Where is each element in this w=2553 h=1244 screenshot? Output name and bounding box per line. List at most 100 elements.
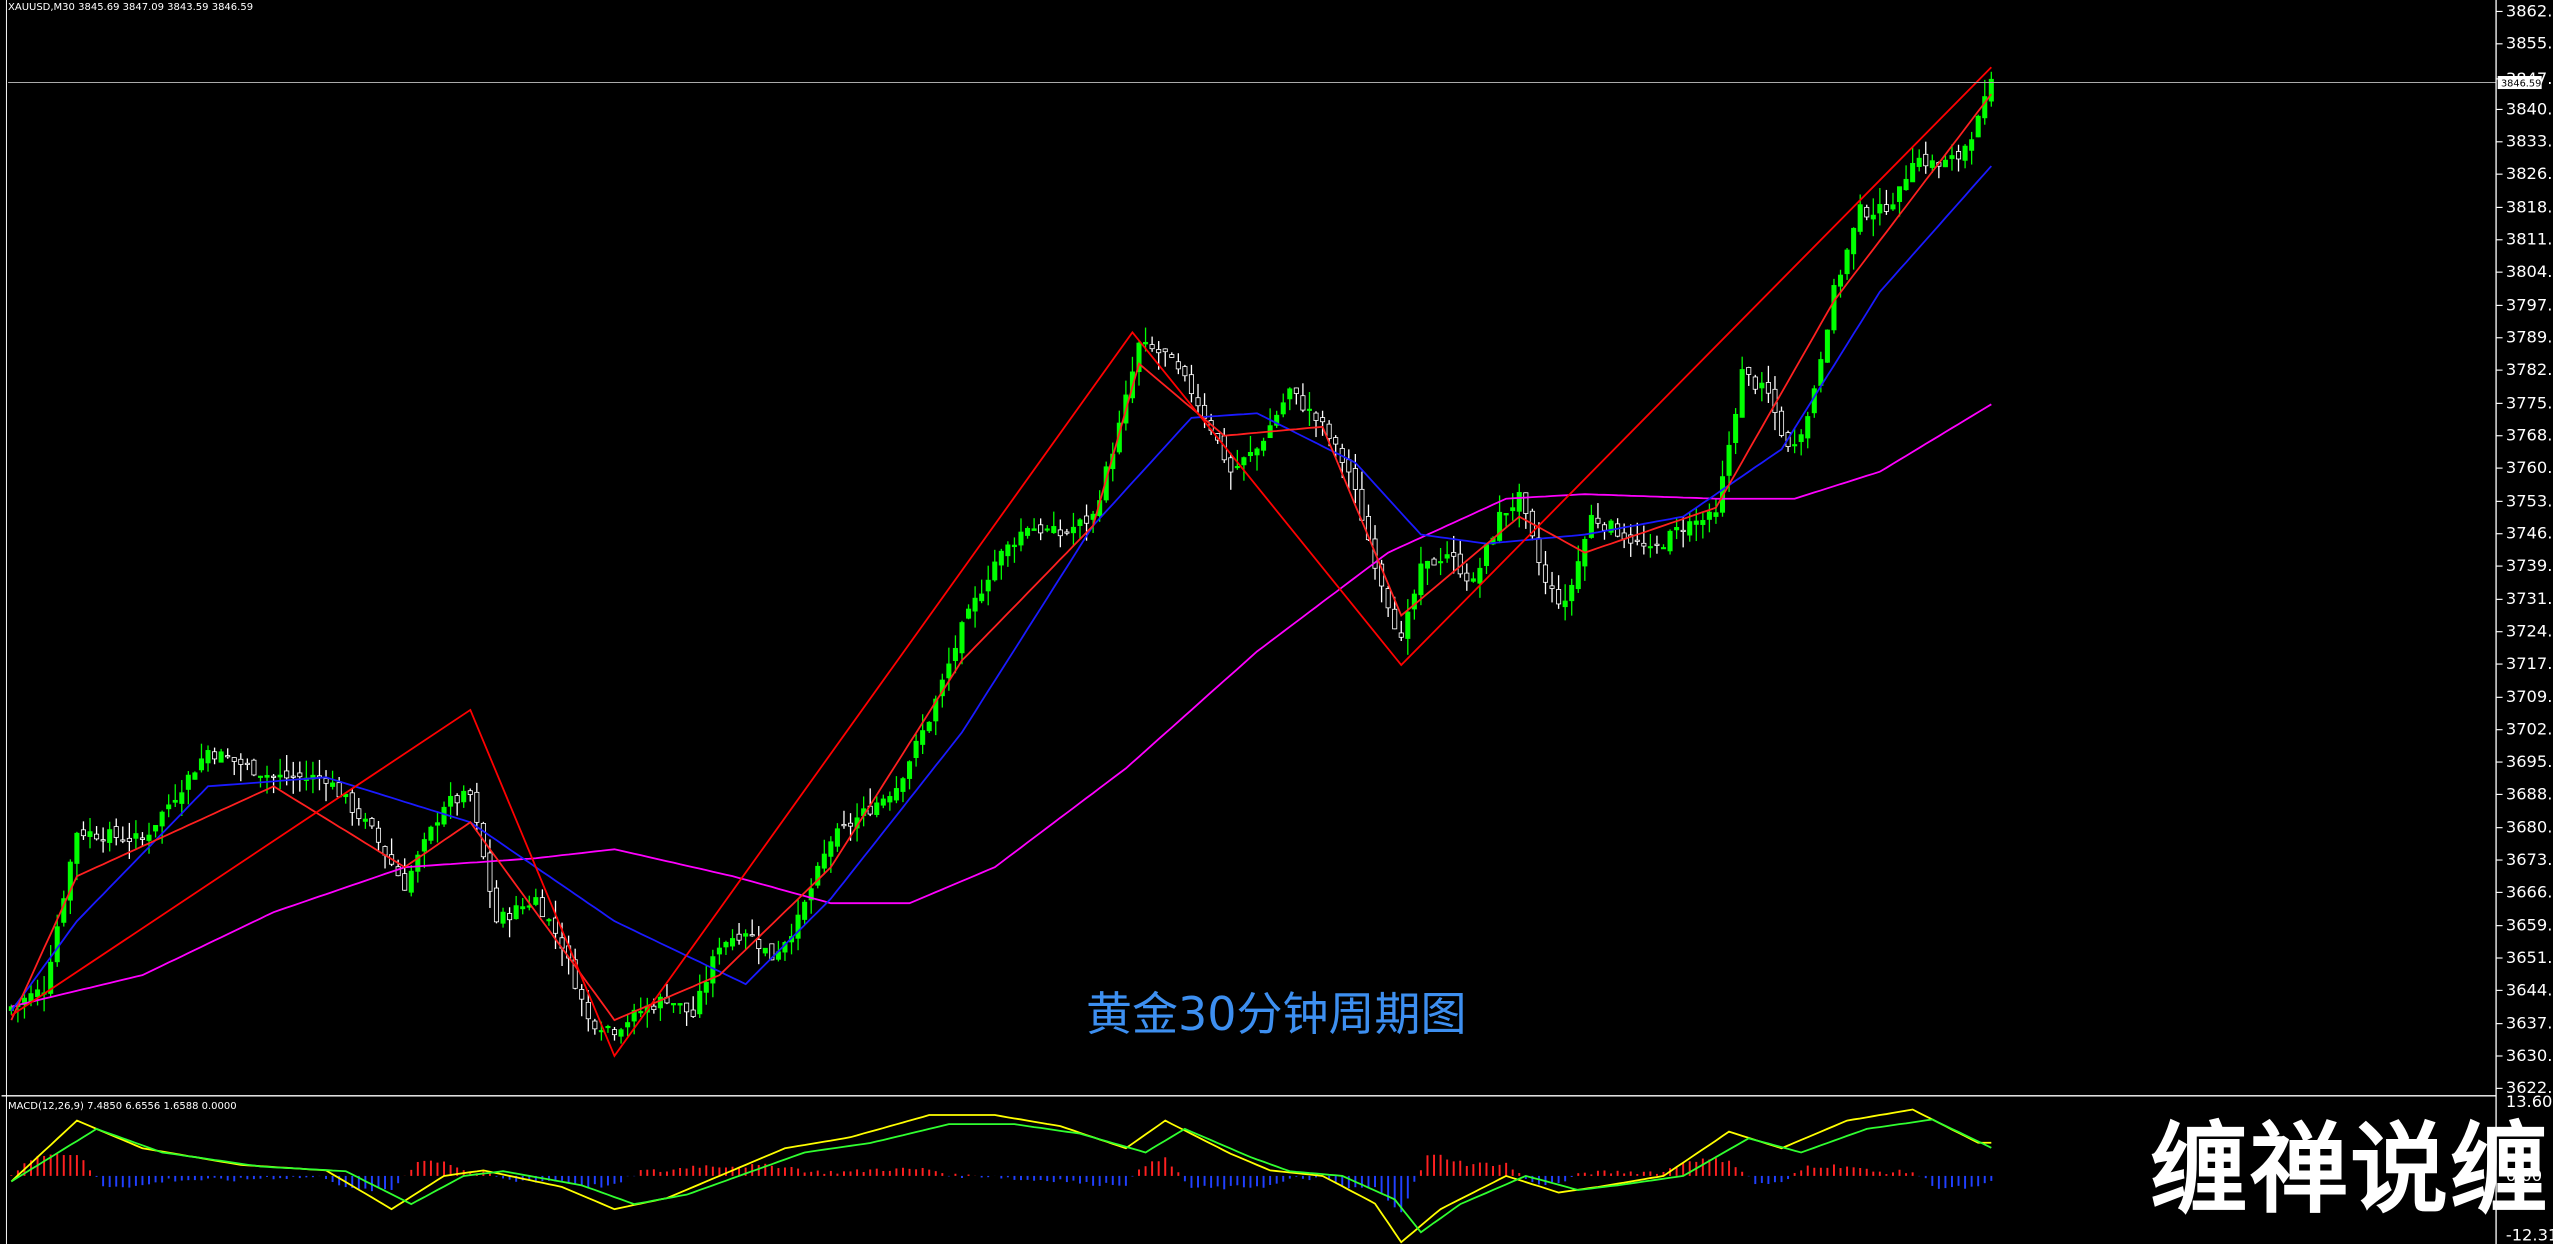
y-tick-label: 3833.40 [2506, 132, 2553, 151]
symbol-header: XAUUSD,M30 3845.69 3847.09 3843.59 3846.… [8, 2, 253, 13]
bear-candle [80, 829, 86, 837]
y-tick-label: 3630.00 [2506, 1046, 2553, 1065]
y-tick-label: 3651.80 [2506, 948, 2553, 967]
chart-caption: 黄金30分钟周期图 [1086, 987, 1467, 1041]
bull-candle [192, 772, 198, 780]
bear-candle [120, 839, 126, 842]
bear-candle [1064, 531, 1070, 534]
bull-candle [461, 790, 467, 803]
bull-candle [729, 938, 736, 947]
bull-candle [185, 774, 191, 790]
bull-candle [1444, 554, 1450, 559]
bull-candle [1051, 526, 1057, 534]
bull-candle [677, 1003, 683, 1006]
bull-candle [1700, 520, 1706, 525]
bull-candle [441, 806, 447, 825]
bull-candle [1405, 611, 1411, 639]
bear-candle [539, 897, 545, 918]
bull-candle [1706, 511, 1712, 520]
macd-tick-label: -12.3161 [2506, 1226, 2553, 1244]
bull-candle [448, 795, 454, 807]
symbol-timeframe: XAUUSD,M30 [8, 2, 75, 13]
bull-candle [1903, 178, 1909, 191]
bear-candle [375, 827, 382, 843]
y-tick-label: 3622.80 [2506, 1078, 2553, 1097]
bear-candle [684, 1002, 690, 1013]
bull-candle [408, 870, 414, 893]
bull-candle [107, 829, 113, 843]
bear-candle [579, 989, 585, 1000]
y-tick-label: 3717.20 [2506, 654, 2553, 673]
bull-candle [1851, 227, 1857, 255]
bear-candle [1536, 537, 1542, 563]
bear-candle [1628, 534, 1634, 544]
bear-candle [297, 772, 303, 778]
bull-candle [1411, 593, 1417, 610]
bull-candle [48, 961, 54, 994]
bear-candle [1451, 552, 1457, 557]
bear-candle [1293, 387, 1299, 394]
bull-candle [205, 750, 211, 764]
bear-candle [1752, 376, 1758, 390]
bear-candle [244, 762, 250, 765]
bear-candle [100, 839, 106, 842]
y-tick-label: 3680.80 [2506, 818, 2553, 837]
signal-line [10, 1118, 1992, 1234]
bull-candle [893, 788, 899, 801]
bull-candle [946, 663, 952, 679]
bear-candle [1654, 543, 1660, 546]
bull-candle [1667, 530, 1673, 552]
bull-candle [821, 853, 827, 869]
bull-candle [874, 802, 880, 815]
bull-candle [1025, 528, 1031, 536]
bear-candle [749, 934, 755, 937]
bear-candle [756, 939, 762, 949]
bull-candle [834, 828, 840, 847]
bear-candle [336, 782, 342, 798]
bull-candle [513, 905, 519, 920]
bull-candle [67, 861, 73, 901]
macd-tick-label: 0.00 [2506, 1166, 2542, 1185]
bear-candle [1864, 206, 1870, 218]
bull-candle [159, 811, 165, 827]
y-tick-label: 3753.40 [2506, 491, 2553, 510]
bull-candle [1929, 160, 1935, 168]
bear-candle [1169, 354, 1175, 358]
bull-candle [907, 761, 913, 779]
bear-candle [1778, 410, 1785, 436]
bull-candle [998, 550, 1004, 566]
y-tick-label: 3775.20 [2506, 393, 2553, 412]
bull-candle [218, 751, 224, 763]
bull-candle [1306, 408, 1312, 411]
bear-candle [1431, 558, 1437, 566]
bear-candle [1182, 366, 1188, 377]
bear-candle [507, 913, 513, 921]
bear-candle [238, 758, 244, 765]
bear-candle [1346, 459, 1352, 473]
bear-candle [284, 770, 290, 779]
bull-candle [985, 579, 991, 592]
bear-candle [139, 837, 145, 840]
bull-candle [1241, 457, 1247, 466]
bull-candle [828, 841, 834, 857]
bull-candle [762, 947, 768, 954]
bull-candle [153, 825, 159, 832]
y-tick-label: 3709.80 [2506, 687, 2553, 706]
bull-candle [1247, 452, 1253, 457]
bear-candle [349, 792, 355, 813]
bull-candle [959, 622, 965, 654]
bull-candle [362, 818, 368, 822]
bear-candle [1392, 608, 1398, 630]
bear-candle [113, 826, 119, 838]
bull-candle [1837, 274, 1844, 287]
bull-candle [1949, 155, 1955, 159]
bear-candle [690, 1009, 696, 1017]
bear-candle [251, 759, 257, 776]
bull-candle [1818, 359, 1824, 386]
bull-candle [1890, 204, 1896, 210]
y-tick-label: 3666.40 [2506, 882, 2553, 901]
bull-candle [743, 933, 749, 937]
bull-candle [1792, 444, 1798, 447]
price-plot-area [8, 66, 2497, 1058]
bull-candle [1910, 162, 1916, 183]
